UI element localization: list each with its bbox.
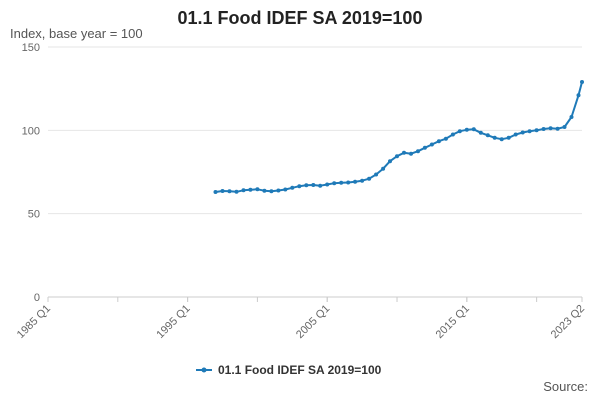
data-point[interactable] (576, 93, 581, 98)
data-point[interactable] (402, 150, 406, 155)
data-point[interactable] (325, 182, 330, 187)
data-point[interactable] (492, 135, 497, 140)
data-point[interactable] (227, 189, 232, 194)
y-tick-label: 100 (22, 125, 40, 137)
legend[interactable]: 01.1 Food IDEF SA 2019=100 (196, 363, 382, 377)
data-point[interactable] (416, 149, 420, 154)
data-point[interactable] (262, 188, 267, 193)
data-point[interactable] (541, 127, 546, 131)
data-point[interactable] (569, 115, 574, 119)
data-point[interactable] (534, 128, 539, 133)
data-point[interactable] (332, 181, 337, 186)
data-point[interactable] (513, 132, 518, 137)
data-point[interactable] (220, 189, 225, 193)
data-point[interactable] (374, 172, 379, 177)
data-point[interactable] (248, 187, 253, 192)
data-point[interactable] (234, 189, 239, 194)
data-point[interactable] (269, 189, 274, 194)
x-tick-label: 2005 Q1 (294, 303, 332, 341)
data-point[interactable] (297, 184, 302, 189)
series-layer (213, 80, 584, 194)
data-point[interactable] (213, 190, 218, 194)
y-axis: 0 50 100 150 (22, 42, 40, 304)
data-point[interactable] (499, 137, 504, 142)
data-point[interactable] (527, 129, 532, 134)
x-axis-labels: 1985 Q1 1995 Q1 2005 Q1 2015 Q1 2023 Q2 (15, 303, 587, 341)
data-point[interactable] (304, 183, 309, 188)
data-point[interactable] (478, 130, 483, 135)
data-point[interactable] (283, 187, 288, 192)
data-point[interactable] (429, 142, 434, 147)
data-point[interactable] (555, 126, 560, 131)
series-line[interactable] (214, 81, 583, 193)
x-tick-label: 1995 Q1 (154, 303, 192, 341)
source-label: Source: (543, 379, 588, 394)
legend-item-label[interactable]: 01.1 Food IDEF SA 2019=100 (218, 363, 382, 377)
data-point[interactable] (485, 133, 490, 138)
data-point[interactable] (339, 180, 344, 185)
data-point[interactable] (255, 187, 260, 192)
x-axis (47, 297, 583, 302)
data-point[interactable] (395, 154, 399, 159)
data-point[interactable] (520, 130, 525, 135)
data-point[interactable] (409, 151, 413, 156)
data-point[interactable] (506, 135, 511, 140)
y-tick-label: 0 (34, 292, 40, 304)
y-axis-subtitle: Index, base year = 100 (10, 26, 143, 41)
data-point[interactable] (436, 139, 441, 144)
data-point[interactable] (457, 129, 462, 134)
data-point[interactable] (346, 180, 351, 185)
data-point[interactable] (580, 80, 584, 84)
data-point[interactable] (548, 126, 553, 131)
y-tick-label: 150 (22, 42, 40, 54)
data-point[interactable] (450, 132, 455, 137)
data-point[interactable] (471, 127, 476, 132)
data-point[interactable] (311, 183, 316, 187)
data-point[interactable] (422, 145, 427, 150)
data-point[interactable] (381, 166, 386, 171)
x-tick-label: 2023 Q2 (549, 303, 587, 341)
y-tick-label: 50 (28, 209, 40, 221)
data-point[interactable] (562, 125, 567, 129)
data-point[interactable] (353, 179, 358, 184)
x-tick-label: 1985 Q1 (15, 303, 53, 341)
chart-title: 01.1 Food IDEF SA 2019=100 (177, 8, 423, 28)
data-point[interactable] (367, 176, 372, 181)
data-point[interactable] (388, 159, 392, 164)
data-point[interactable] (276, 188, 281, 193)
data-point[interactable] (241, 188, 246, 193)
x-tick-label: 2015 Q1 (434, 303, 472, 341)
data-point[interactable] (360, 178, 365, 183)
data-point[interactable] (290, 185, 295, 190)
data-point[interactable] (443, 136, 448, 141)
data-point[interactable] (464, 127, 469, 132)
grid-lines (48, 46, 582, 298)
data-point[interactable] (318, 183, 323, 188)
legend-marker-icon (201, 367, 207, 373)
